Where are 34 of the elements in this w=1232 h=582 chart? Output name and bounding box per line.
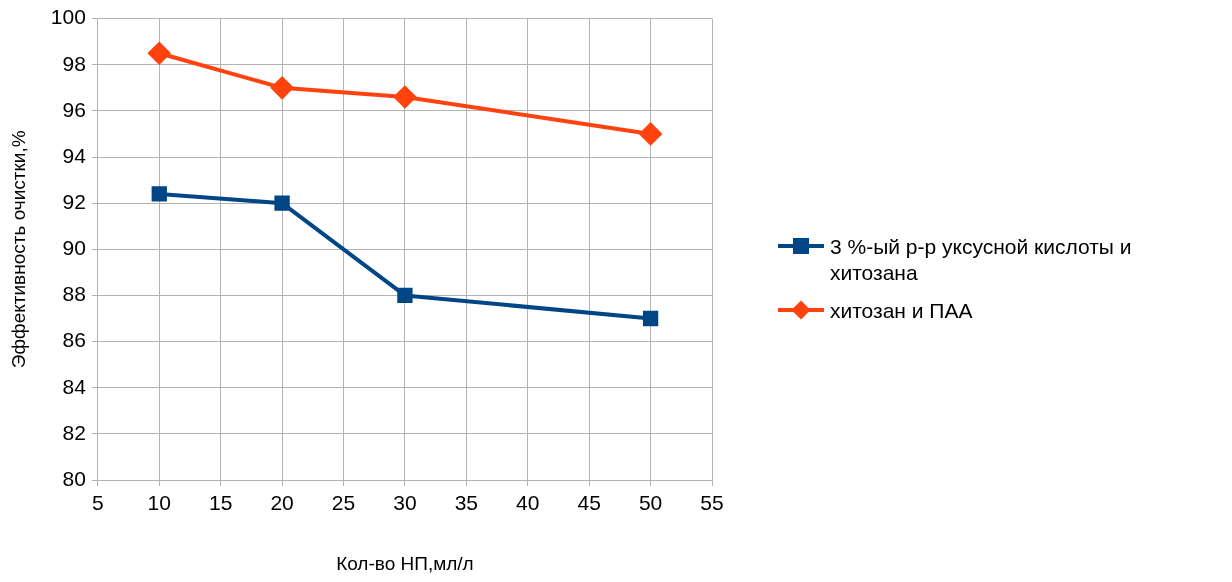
point (151, 186, 167, 202)
y-tick-label: 98 (62, 51, 86, 75)
legend-label: 3 %-ый р-р уксусной кислоты и хитозана (830, 234, 1133, 286)
y-tick-label: 84 (62, 374, 87, 398)
y-tick-label: 100 (50, 5, 86, 29)
y-tick-label: 82 (62, 420, 86, 444)
point (148, 42, 171, 65)
point (393, 86, 416, 109)
x-tick-label: 25 (331, 491, 356, 515)
x-tick-label: 20 (270, 491, 294, 515)
point (397, 287, 413, 304)
y-tick-label: 90 (62, 236, 86, 260)
legend-label: хитозан и ПАА (830, 298, 973, 324)
y-tick-label: 88 (62, 282, 86, 306)
y-tick-label: 94 (62, 143, 87, 167)
x-tick-label: 45 (577, 491, 601, 515)
x-tick-label: 55 (700, 491, 724, 515)
x-tick-label: 10 (147, 491, 171, 515)
point (642, 310, 659, 327)
y-tick-label: 86 (62, 328, 86, 352)
y-tick-label: 80 (62, 466, 86, 490)
point (639, 122, 662, 145)
y-tick-label: 96 (62, 97, 86, 121)
y-axis-title: Эффективность очистки,% (7, 130, 29, 369)
x-tick-label: 5 (91, 491, 104, 515)
x-tick-label: 15 (208, 491, 233, 515)
x-tick-label: 35 (454, 491, 479, 515)
x-axis-title: Кол-во НП,мл/л (336, 552, 474, 574)
x-tick-label: 30 (393, 491, 417, 515)
x-tick-label: 50 (638, 491, 663, 515)
point (271, 76, 294, 99)
y-tick-label: 92 (62, 189, 86, 213)
point (274, 195, 290, 211)
x-tick-label: 40 (516, 491, 540, 515)
